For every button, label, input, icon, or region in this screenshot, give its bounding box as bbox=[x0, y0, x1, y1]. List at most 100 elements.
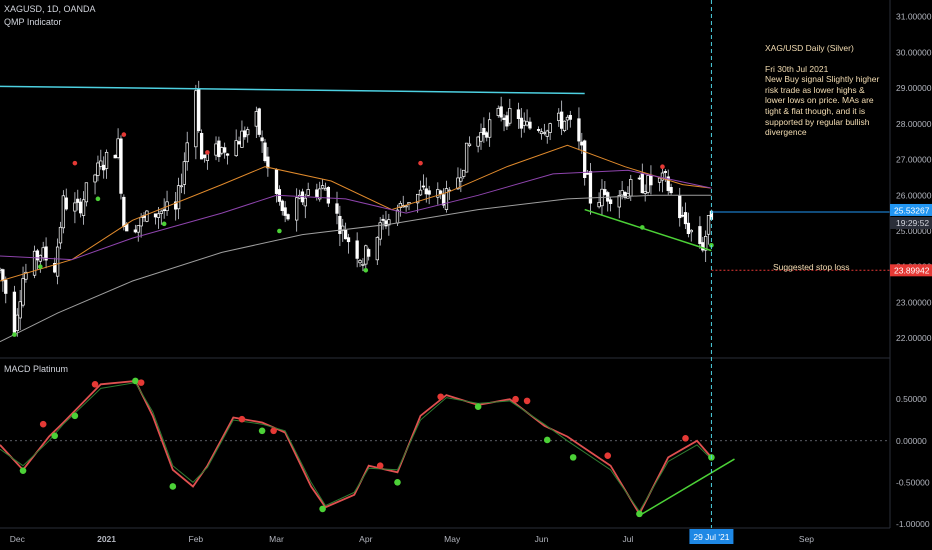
candle bbox=[323, 182, 328, 191]
candle-body-up bbox=[415, 193, 420, 204]
price-pane bbox=[0, 80, 890, 343]
candle-body-down bbox=[577, 118, 581, 142]
sell-signal-dot bbox=[660, 164, 665, 170]
candle bbox=[421, 174, 426, 190]
candle-body-up bbox=[358, 260, 362, 264]
candle-body-up bbox=[539, 131, 544, 135]
time-tick-label: Jul bbox=[622, 534, 633, 544]
candle-body-down bbox=[122, 196, 126, 228]
candle-body-down bbox=[225, 153, 230, 156]
candle bbox=[499, 96, 503, 122]
candle-body-up bbox=[21, 278, 25, 306]
candle bbox=[623, 190, 627, 200]
candle bbox=[617, 190, 621, 219]
resistance-line bbox=[0, 85, 585, 95]
candle-body-down bbox=[346, 237, 351, 243]
candle-body-down bbox=[608, 199, 613, 204]
candle bbox=[384, 211, 388, 230]
candle-body-up bbox=[542, 132, 547, 134]
candle-body-up bbox=[643, 191, 647, 194]
candle-body-down bbox=[505, 115, 509, 127]
candle bbox=[286, 213, 290, 221]
candle bbox=[456, 167, 460, 191]
candle bbox=[557, 108, 561, 127]
macd-sell-dot bbox=[523, 397, 531, 405]
candle bbox=[583, 139, 587, 186]
candle bbox=[99, 149, 103, 170]
candle bbox=[214, 136, 218, 161]
candle bbox=[257, 107, 261, 138]
candle-body-down bbox=[528, 121, 532, 129]
candle bbox=[536, 126, 541, 133]
candle bbox=[55, 238, 60, 285]
candle bbox=[194, 84, 198, 160]
price-tick-label: 28.00000 bbox=[896, 119, 932, 129]
candle-body-up bbox=[467, 143, 472, 146]
candle bbox=[266, 147, 270, 177]
candle bbox=[346, 233, 351, 254]
indicator-label: QMP Indicator bbox=[4, 17, 62, 27]
macd-buy-dot bbox=[569, 454, 577, 461]
candle bbox=[21, 266, 25, 308]
candle-body-down bbox=[64, 197, 68, 210]
candle-body-down bbox=[1, 269, 5, 282]
candle-body-up bbox=[557, 112, 561, 121]
candle-body-up bbox=[99, 160, 103, 167]
candle-body-up bbox=[194, 90, 198, 148]
macd-tick-label: 0.50000 bbox=[896, 394, 927, 404]
candle bbox=[234, 129, 238, 157]
candle-body-up bbox=[459, 177, 463, 182]
candle-body-up bbox=[96, 162, 100, 176]
candle-body-up bbox=[61, 195, 66, 229]
candle-body-down bbox=[78, 201, 83, 214]
candle-body-up bbox=[378, 222, 382, 240]
price-tick-label: 31.00000 bbox=[896, 12, 932, 22]
candle-body-up bbox=[55, 246, 60, 277]
macd-buy-dot bbox=[19, 467, 27, 474]
candle bbox=[467, 136, 472, 148]
candle bbox=[436, 182, 440, 205]
candle-body-up bbox=[182, 161, 186, 185]
candle bbox=[698, 216, 702, 249]
candle bbox=[539, 128, 544, 140]
candle bbox=[462, 169, 466, 179]
candle bbox=[637, 175, 642, 180]
candle bbox=[338, 205, 342, 247]
candle-body-up bbox=[418, 189, 423, 196]
candle-body-up bbox=[404, 205, 408, 208]
candle bbox=[116, 128, 120, 160]
candle-body-down bbox=[502, 117, 506, 120]
candle-body-up bbox=[295, 197, 299, 221]
candle-body-down bbox=[637, 177, 642, 180]
countdown-value: 19:29:52 bbox=[896, 218, 929, 228]
macd-line bbox=[0, 380, 713, 516]
macd-buy-dot bbox=[543, 436, 551, 444]
candle-body-down bbox=[585, 173, 590, 175]
macd-tick-label: 0.00000 bbox=[896, 436, 927, 446]
stop-loss-label: Suggested stop loss bbox=[773, 262, 850, 272]
candle-body-up bbox=[496, 107, 500, 116]
candle bbox=[487, 112, 492, 147]
candle bbox=[18, 290, 22, 331]
candle bbox=[701, 236, 705, 253]
candle bbox=[704, 230, 708, 262]
candle-body-down bbox=[4, 279, 8, 294]
candle-body-down bbox=[649, 174, 653, 186]
candle bbox=[669, 183, 673, 195]
candle-body-down bbox=[286, 214, 290, 220]
candle bbox=[649, 165, 653, 195]
candle bbox=[476, 135, 480, 153]
candle-body-down bbox=[12, 291, 17, 333]
symbol-label: XAGUSD, 1D, OANDA bbox=[4, 4, 96, 14]
candle-body-up bbox=[508, 108, 512, 124]
candle bbox=[320, 179, 325, 190]
macd-buy-dot bbox=[474, 403, 482, 411]
candle bbox=[78, 197, 83, 218]
candle bbox=[122, 194, 126, 231]
candle-body-down bbox=[499, 106, 503, 118]
candle-body-up bbox=[548, 123, 552, 133]
candle-body-down bbox=[568, 114, 572, 120]
candle-body-down bbox=[640, 173, 644, 194]
candle-body-up bbox=[214, 143, 218, 156]
macd-sell-dot bbox=[376, 462, 384, 469]
